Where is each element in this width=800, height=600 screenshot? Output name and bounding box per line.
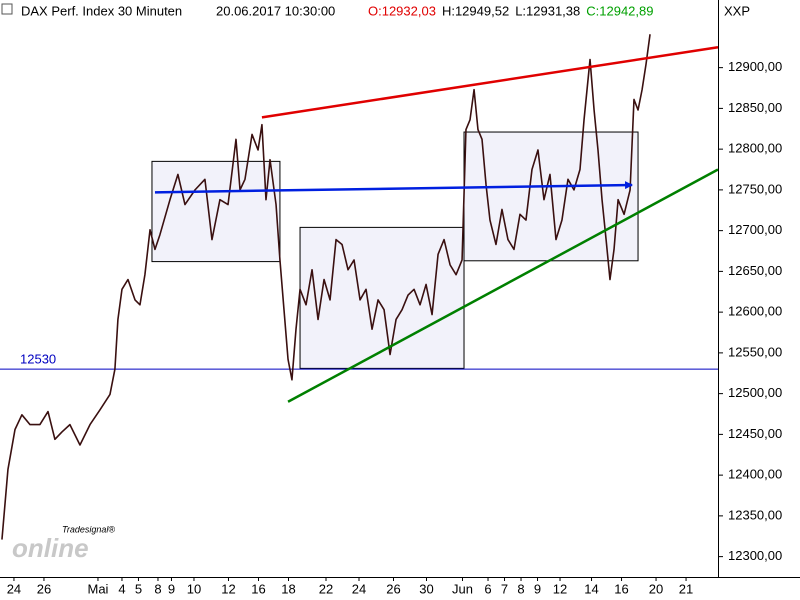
y-tick-label: 12700,00 xyxy=(728,222,782,237)
x-tick-label: 16 xyxy=(614,581,628,596)
x-tick-label: 26 xyxy=(386,581,400,596)
x-tick-label: 22 xyxy=(319,581,333,596)
y-tick-label: 12400,00 xyxy=(728,467,782,482)
window-icon[interactable] xyxy=(1,3,13,15)
y-tick-label: 12350,00 xyxy=(728,507,782,522)
price-line xyxy=(1,34,651,540)
ohlc-value: H:12949,52 xyxy=(442,3,509,18)
chart-title: DAX Perf. Index 30 Minuten xyxy=(21,3,182,18)
x-tick-label: 18 xyxy=(281,581,295,596)
ohlc-value: C:12942,89 xyxy=(586,3,653,18)
x-tick-label: 20 xyxy=(649,581,663,596)
x-tick-label: 24 xyxy=(352,581,366,596)
y-tick-label: 12750,00 xyxy=(728,181,782,196)
watermark: online xyxy=(12,533,89,563)
y-tick-label: 12600,00 xyxy=(728,304,782,319)
x-tick-label: 12 xyxy=(553,581,567,596)
x-tick-label: 21 xyxy=(679,581,693,596)
x-tick-label: Jun xyxy=(452,581,473,596)
y-tick-label: 12800,00 xyxy=(728,141,782,156)
x-tick-label: 12 xyxy=(221,581,235,596)
x-tick-label: 7 xyxy=(501,581,508,596)
x-tick-label: 5 xyxy=(135,581,142,596)
x-tick-label: Mai xyxy=(87,581,108,596)
level-label: 12530 xyxy=(20,352,56,367)
y-tick-label: 12550,00 xyxy=(728,344,782,359)
x-tick-label: 16 xyxy=(251,581,265,596)
x-tick-label: 8 xyxy=(517,581,524,596)
x-tick-label: 10 xyxy=(187,581,201,596)
y-tick-label: 12850,00 xyxy=(728,100,782,115)
x-tick-label: 8 xyxy=(154,581,161,596)
y-tick-label: 12500,00 xyxy=(728,385,782,400)
plot: 12530 xyxy=(0,34,719,540)
ohlc-value: L:12931,38 xyxy=(515,3,580,18)
x-tick-label: 6 xyxy=(484,581,491,596)
axis-label: XXP xyxy=(724,3,750,18)
ohlc-value: O:12932,03 xyxy=(368,3,436,18)
y-tick-label: 12900,00 xyxy=(728,59,782,74)
timestamp: 20.06.2017 10:30:00 xyxy=(216,3,335,18)
x-tick-label: 4 xyxy=(118,581,125,596)
y-tick-label: 12300,00 xyxy=(728,548,782,563)
x-tick-label: 9 xyxy=(534,581,541,596)
y-tick-label: 12650,00 xyxy=(728,263,782,278)
range-box xyxy=(463,131,639,262)
x-tick-label: 14 xyxy=(584,581,598,596)
trend-line xyxy=(261,46,719,119)
x-tick-label: 26 xyxy=(37,581,51,596)
watermark-small: Tradesignal® xyxy=(62,524,115,534)
x-tick-label: 9 xyxy=(168,581,175,596)
trend-line xyxy=(154,181,634,194)
y-tick-label: 12450,00 xyxy=(728,426,782,441)
x-tick-label: 30 xyxy=(419,581,433,596)
x-tick-label: 24 xyxy=(7,581,21,596)
trend-line xyxy=(287,168,719,403)
range-box xyxy=(151,160,281,263)
range-box xyxy=(299,226,465,369)
